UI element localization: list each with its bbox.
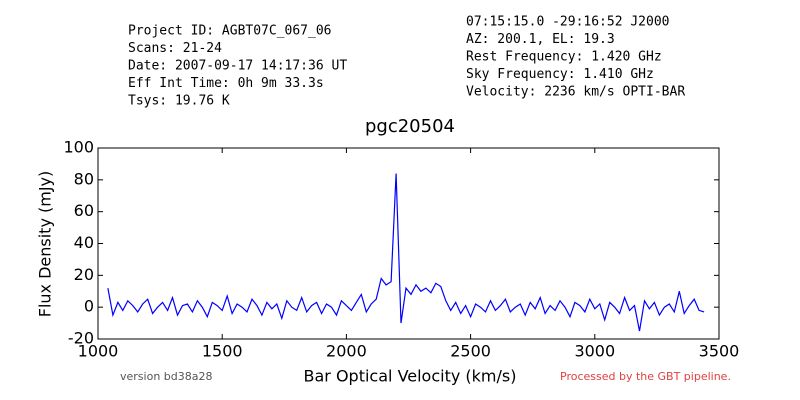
info-line: Eff Int Time: 0h 9m 33.3s	[128, 76, 324, 91]
y-tick-label: 80	[74, 169, 94, 188]
info-line: Project ID: AGBT07C_067_06	[128, 24, 332, 39]
y-tick-label: 60	[74, 201, 94, 220]
y-tick-label: -20	[68, 329, 94, 348]
info-line: Scans: 21-24	[128, 41, 222, 56]
x-tick-label: 3500	[699, 342, 740, 361]
info-left: Project ID: AGBT07C_067_06 Scans: 21-24 Da…	[128, 24, 347, 109]
info-right: 07:15:15.0 -29:16:52 J2000 AZ: 200.1, EL:…	[466, 15, 685, 100]
y-tick-label: 100	[63, 138, 94, 157]
x-tick-label: 2000	[326, 342, 367, 361]
info-line: AZ: 200.1, EL: 19.3	[466, 32, 615, 47]
x-tick-label: 3000	[574, 342, 615, 361]
spectrum-line	[107, 173, 705, 332]
info-line: Tsys: 19.76 K	[128, 94, 230, 109]
info-line: Date: 2007-09-17 14:17:36 UT	[128, 59, 347, 74]
x-axis-label: Bar Optical Velocity (km/s)	[304, 367, 517, 386]
x-tick-label: 1500	[202, 342, 243, 361]
version-note: version bd38a28	[120, 370, 213, 383]
info-line: 07:15:15.0 -29:16:52 J2000	[466, 15, 670, 30]
y-axis-label: Flux Density (mJy)	[36, 171, 55, 318]
y-tick-label: 0	[84, 297, 94, 316]
pipeline-note: Processed by the GBT pipeline.	[560, 370, 731, 383]
x-tick-label: 2500	[450, 342, 491, 361]
info-line: Velocity: 2236 km/s OPTI-BAR	[466, 85, 685, 100]
x-tick-label: 1000	[78, 342, 119, 361]
y-tick-label: 20	[74, 265, 94, 284]
info-line: Rest Frequency: 1.420 GHz	[466, 50, 662, 65]
chart-title: pgc20504	[365, 116, 455, 137]
y-tick-label: 40	[74, 233, 94, 252]
info-line: Sky Frequency: 1.410 GHz	[466, 67, 654, 82]
